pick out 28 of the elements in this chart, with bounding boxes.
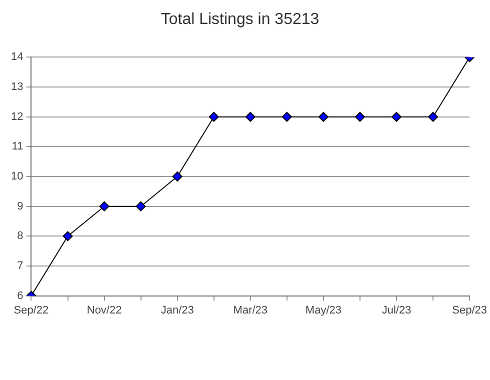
x-tick-label: Jul/23 xyxy=(382,304,412,316)
point xyxy=(208,112,219,122)
y-tick-label: 8 xyxy=(17,230,24,242)
point xyxy=(318,112,328,122)
point xyxy=(354,112,365,122)
y-tick-label: 12 xyxy=(10,110,24,123)
point xyxy=(172,172,182,182)
point xyxy=(136,201,146,212)
point xyxy=(62,231,73,242)
x-tick-label: Jan/23 xyxy=(160,304,194,316)
point xyxy=(245,112,256,122)
x-tick-label: Mar/23 xyxy=(233,304,268,316)
x-tick-label: Sep/23 xyxy=(452,304,488,316)
x-tick-label: Sep/22 xyxy=(14,304,49,316)
point xyxy=(428,112,438,122)
y-tick-label: 7 xyxy=(17,260,24,272)
y-tick-label: 6 xyxy=(17,290,24,302)
x-tick-label: May/23 xyxy=(305,304,342,316)
point xyxy=(99,201,110,212)
y-tick-label: 13 xyxy=(10,81,24,94)
y-tick-label: 11 xyxy=(12,140,24,153)
point xyxy=(282,112,292,122)
y-tick-label: 9 xyxy=(17,200,24,212)
y-tick-label: 14 xyxy=(10,51,24,64)
x-tick-label: Nov/22 xyxy=(86,304,122,316)
chart-title: Total Listings in 35213 xyxy=(160,11,320,28)
point xyxy=(392,112,402,122)
y-tick-label: 10 xyxy=(10,170,24,183)
